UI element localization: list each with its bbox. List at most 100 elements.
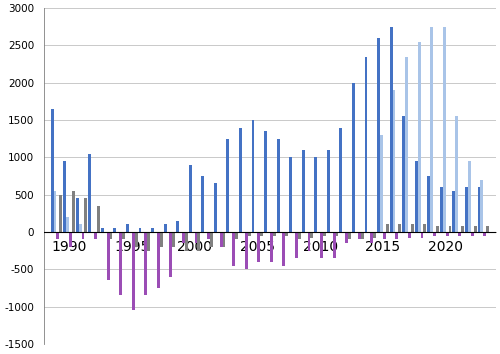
- Bar: [239, 127, 242, 232]
- Bar: [348, 232, 351, 239]
- Bar: [446, 232, 448, 236]
- Bar: [448, 226, 452, 232]
- Bar: [119, 232, 122, 295]
- Bar: [420, 232, 424, 238]
- Bar: [264, 131, 267, 232]
- Bar: [138, 228, 141, 232]
- Bar: [151, 228, 154, 232]
- Bar: [210, 232, 213, 247]
- Bar: [405, 57, 408, 232]
- Bar: [308, 232, 310, 251]
- Bar: [235, 232, 238, 239]
- Bar: [101, 228, 104, 232]
- Bar: [418, 42, 420, 232]
- Bar: [126, 224, 129, 232]
- Bar: [97, 206, 100, 232]
- Bar: [424, 224, 426, 232]
- Bar: [134, 232, 138, 247]
- Bar: [320, 232, 323, 258]
- Bar: [478, 187, 480, 232]
- Bar: [390, 27, 392, 232]
- Bar: [383, 232, 386, 239]
- Bar: [222, 232, 226, 247]
- Bar: [54, 191, 56, 232]
- Bar: [332, 232, 336, 258]
- Bar: [373, 232, 376, 238]
- Bar: [60, 195, 62, 232]
- Bar: [470, 232, 474, 236]
- Bar: [56, 232, 59, 239]
- Bar: [295, 232, 298, 258]
- Bar: [207, 232, 210, 239]
- Bar: [258, 232, 260, 262]
- Bar: [182, 232, 185, 243]
- Bar: [440, 187, 442, 232]
- Bar: [386, 224, 388, 232]
- Bar: [452, 191, 456, 232]
- Bar: [232, 232, 235, 266]
- Bar: [360, 232, 364, 239]
- Bar: [114, 228, 116, 232]
- Bar: [433, 232, 436, 236]
- Bar: [282, 232, 286, 266]
- Bar: [314, 157, 317, 232]
- Bar: [214, 183, 217, 232]
- Bar: [82, 232, 84, 239]
- Bar: [147, 232, 150, 251]
- Bar: [480, 180, 484, 232]
- Bar: [310, 232, 314, 238]
- Bar: [132, 232, 134, 310]
- Bar: [122, 232, 125, 239]
- Bar: [94, 232, 97, 239]
- Bar: [272, 232, 276, 236]
- Bar: [63, 161, 66, 232]
- Bar: [411, 224, 414, 232]
- Bar: [84, 198, 87, 232]
- Bar: [106, 232, 110, 280]
- Bar: [456, 116, 458, 232]
- Bar: [69, 232, 72, 247]
- Bar: [198, 232, 200, 251]
- Bar: [358, 232, 360, 239]
- Bar: [202, 176, 204, 232]
- Bar: [364, 57, 368, 232]
- Bar: [402, 116, 405, 232]
- Bar: [474, 226, 476, 232]
- Bar: [185, 232, 188, 251]
- Bar: [442, 27, 446, 232]
- Bar: [78, 224, 82, 232]
- Bar: [323, 232, 326, 236]
- Bar: [377, 38, 380, 232]
- Bar: [408, 232, 411, 238]
- Bar: [220, 232, 222, 247]
- Bar: [352, 83, 355, 232]
- Bar: [252, 120, 254, 232]
- Bar: [76, 198, 78, 232]
- Bar: [157, 232, 160, 288]
- Bar: [461, 226, 464, 232]
- Bar: [336, 232, 338, 236]
- Bar: [458, 232, 461, 236]
- Bar: [160, 232, 162, 247]
- Bar: [164, 224, 166, 232]
- Bar: [260, 232, 263, 236]
- Bar: [88, 154, 91, 232]
- Bar: [276, 139, 280, 232]
- Bar: [286, 232, 288, 236]
- Bar: [245, 232, 248, 269]
- Bar: [110, 232, 112, 239]
- Bar: [430, 27, 433, 232]
- Bar: [392, 90, 396, 232]
- Bar: [72, 191, 75, 232]
- Bar: [340, 127, 342, 232]
- Bar: [66, 217, 69, 232]
- Bar: [270, 232, 272, 262]
- Bar: [484, 232, 486, 236]
- Bar: [144, 232, 147, 295]
- Bar: [170, 232, 172, 277]
- Bar: [486, 226, 489, 232]
- Bar: [428, 176, 430, 232]
- Bar: [327, 150, 330, 232]
- Bar: [398, 224, 401, 232]
- Bar: [414, 161, 418, 232]
